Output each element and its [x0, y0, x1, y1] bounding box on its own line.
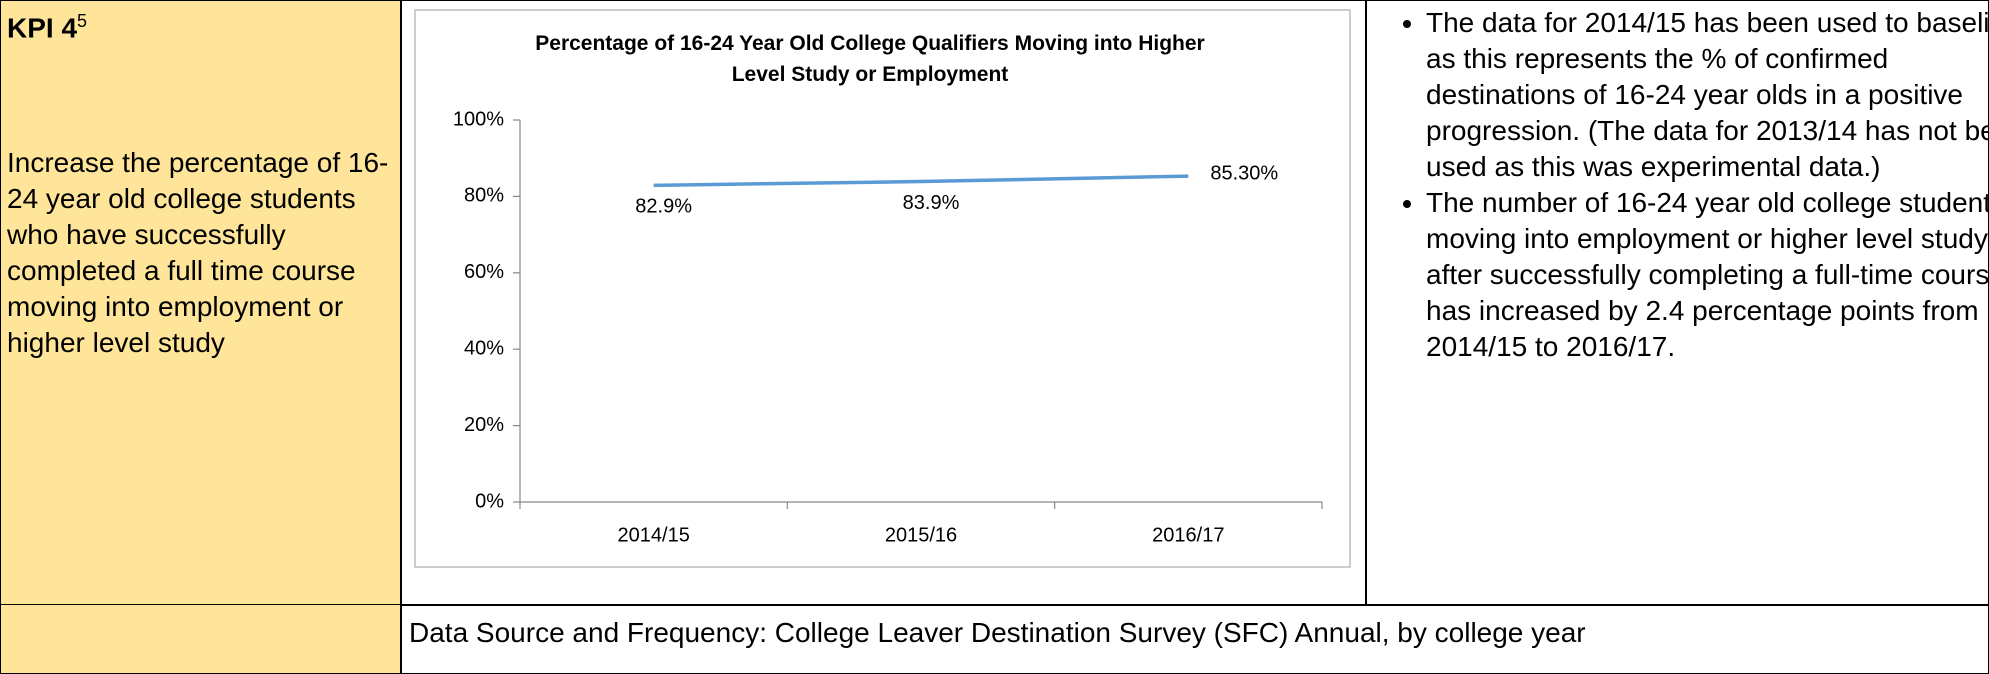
chart-title: Percentage of 16-24 Year Old College Qua…: [535, 32, 1205, 86]
notes-list: The data for 2014/15 has been used to ba…: [1366, 5, 1989, 365]
kpi-title-text: KPI 4: [7, 12, 78, 44]
data-label: 85.30%: [1210, 162, 1278, 184]
x-tick-label: 2015/16: [885, 524, 957, 546]
kpi-description: Increase the percentage of 16-24 year ol…: [7, 147, 389, 358]
line: [653, 174, 1189, 188]
source-cell: Data Source and Frequency: College Leave…: [400, 604, 1989, 674]
y-tick-label: 20%: [464, 414, 504, 436]
y-tick-label: 100%: [453, 108, 504, 130]
chart-cell: [400, 0, 1367, 606]
data-label: 82.9%: [635, 196, 692, 218]
footnote: 5: [77, 11, 88, 31]
empty-cell: [0, 604, 402, 674]
notes-cell: The data for 2014/15 has been used to ba…: [1365, 0, 1989, 606]
x-tick-label: 2016/17: [1152, 524, 1224, 546]
data-source: Data Source and Frequency: College Leave…: [409, 617, 1586, 648]
y-tick-label: 80%: [464, 185, 504, 207]
kpi-title: KPI 45: [7, 3, 87, 46]
note: The data for 2014/15 has been used to ba…: [1426, 5, 1989, 185]
chart-frame: [414, 9, 1351, 568]
kpi-cell: KPI 45 Increase the percentage of 16-24 …: [0, 0, 402, 606]
y-tick-label: 60%: [464, 261, 504, 283]
data-label: 83.9%: [903, 192, 960, 214]
note: The number of 16-24 year old college stu…: [1426, 185, 1989, 365]
y-tick-label: 40%: [464, 337, 504, 359]
y-tick-label: 0%: [475, 490, 504, 512]
x-tick-label: 2014/15: [618, 524, 690, 546]
